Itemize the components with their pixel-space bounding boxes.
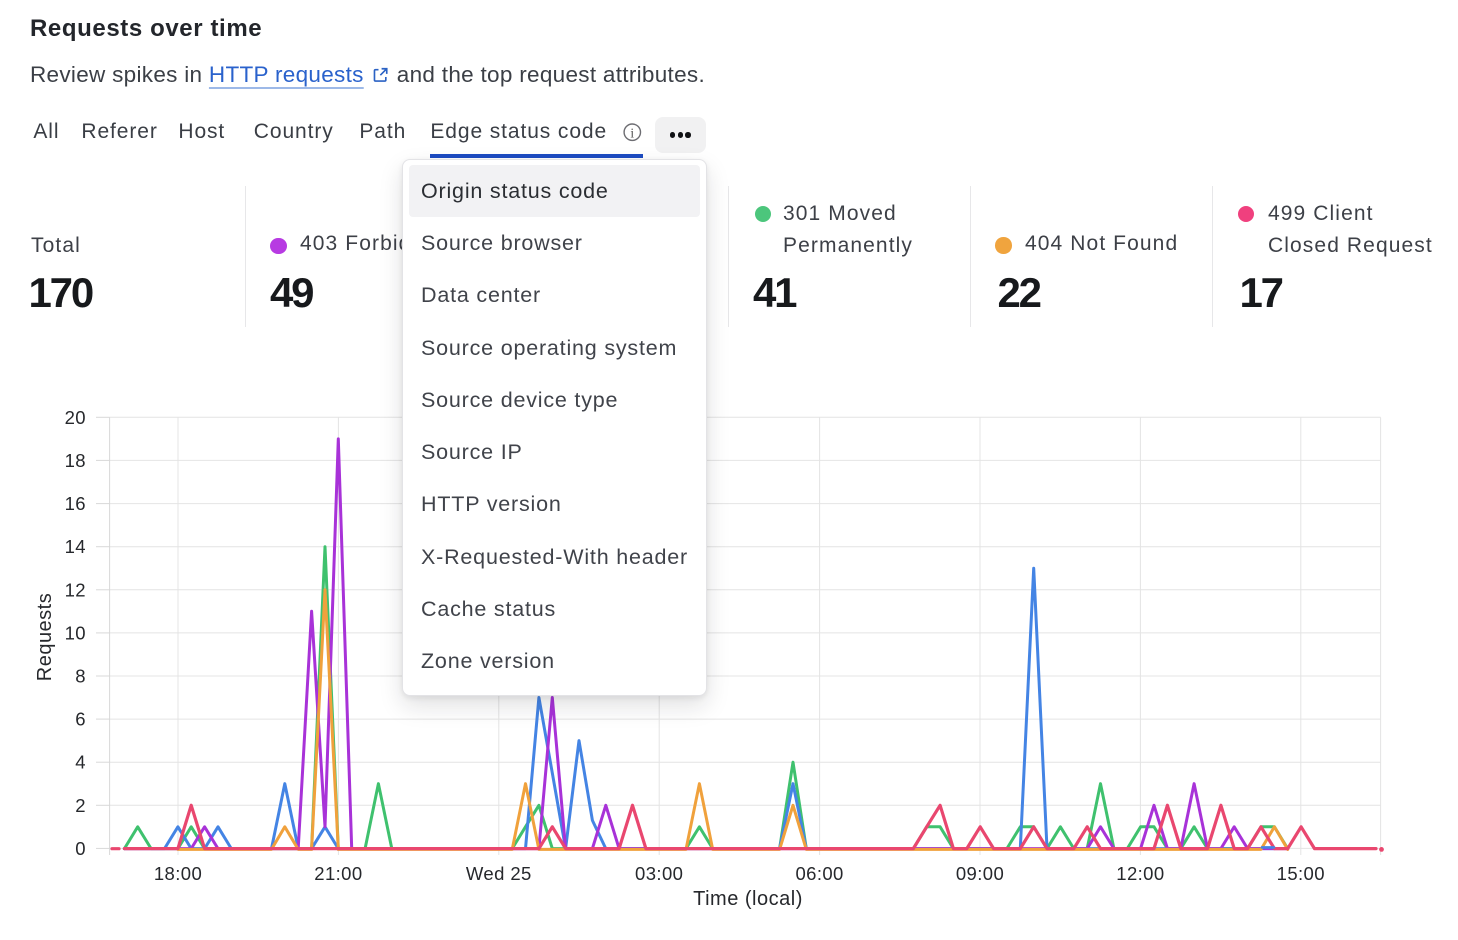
svg-text:Wed 25: Wed 25 [466,863,532,884]
svg-text:2: 2 [75,795,86,816]
svg-text:4: 4 [75,752,86,773]
svg-text:14: 14 [65,536,86,557]
svg-text:15:00: 15:00 [1277,863,1325,884]
svg-text:09:00: 09:00 [956,863,1004,884]
svg-text:18:00: 18:00 [154,863,202,884]
svg-text:06:00: 06:00 [795,863,843,884]
svg-text:Time (local): Time (local) [693,888,803,910]
svg-text:Requests: Requests [34,593,56,682]
svg-text:6: 6 [75,709,86,730]
svg-text:16: 16 [65,493,86,514]
svg-text:12:00: 12:00 [1116,863,1164,884]
svg-text:18: 18 [65,450,86,471]
svg-text:10: 10 [65,622,86,643]
svg-text:12: 12 [65,579,86,600]
svg-text:8: 8 [75,666,86,687]
svg-text:20: 20 [65,407,86,428]
svg-text:21:00: 21:00 [314,863,362,884]
svg-text:i: i [630,126,634,141]
svg-text:0: 0 [75,838,86,859]
svg-text:03:00: 03:00 [635,863,683,884]
